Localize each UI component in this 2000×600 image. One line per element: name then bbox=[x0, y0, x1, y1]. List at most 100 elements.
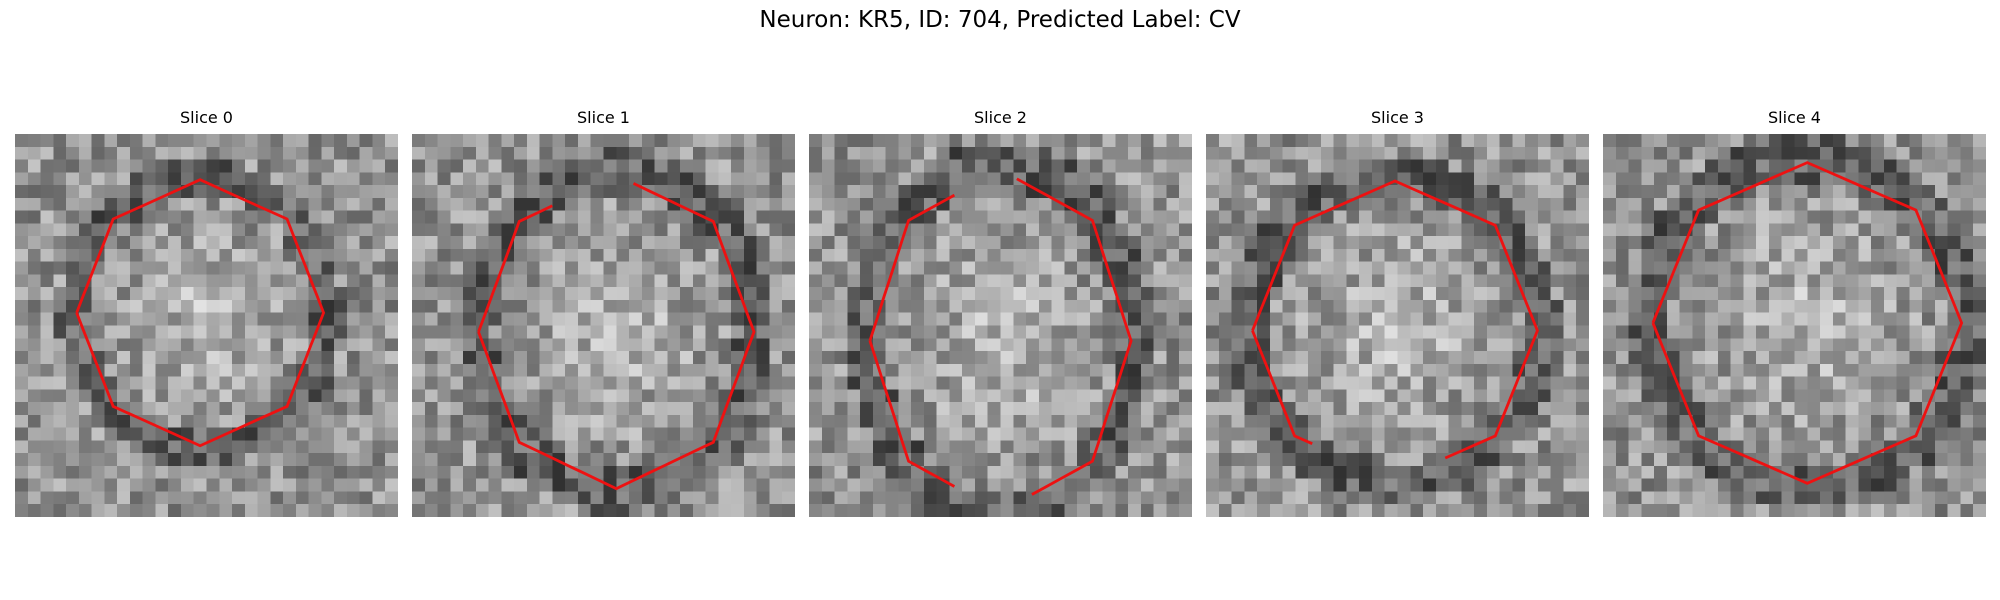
pixel bbox=[1486, 504, 1500, 517]
pixel bbox=[526, 427, 540, 441]
pixel bbox=[1308, 248, 1322, 262]
pixel bbox=[885, 172, 899, 186]
pixel bbox=[359, 223, 373, 237]
pixel bbox=[1922, 312, 1936, 326]
pixel bbox=[1140, 453, 1154, 467]
pixel bbox=[936, 261, 950, 275]
pixel bbox=[1756, 402, 1770, 416]
slice-image-3 bbox=[1206, 134, 1589, 517]
pixel bbox=[1832, 363, 1846, 377]
pixel bbox=[590, 134, 604, 148]
pixel bbox=[514, 376, 528, 390]
pixel bbox=[769, 491, 783, 505]
pixel bbox=[359, 236, 373, 250]
pixel bbox=[168, 504, 182, 517]
pixel bbox=[667, 185, 681, 199]
pixel bbox=[680, 427, 694, 441]
pixel bbox=[1448, 427, 1462, 441]
pixel bbox=[1615, 465, 1629, 479]
pixel bbox=[1909, 236, 1923, 250]
pixel bbox=[1512, 185, 1526, 199]
pixel bbox=[1435, 363, 1449, 377]
pixel bbox=[1346, 248, 1360, 262]
pixel bbox=[962, 504, 976, 517]
pixel bbox=[1448, 478, 1462, 492]
pixel bbox=[539, 274, 553, 288]
pixel bbox=[270, 248, 284, 262]
pixel bbox=[1781, 172, 1795, 186]
pixel bbox=[244, 223, 258, 237]
pixel bbox=[936, 312, 950, 326]
pixel bbox=[15, 465, 29, 479]
pixel bbox=[1218, 478, 1232, 492]
pixel bbox=[1153, 338, 1167, 352]
pixel bbox=[1807, 261, 1821, 275]
pixel bbox=[1179, 146, 1192, 160]
pixel bbox=[1397, 210, 1411, 224]
pixel bbox=[1756, 287, 1770, 301]
pixel bbox=[1666, 389, 1680, 403]
pixel bbox=[1896, 478, 1910, 492]
pixel bbox=[1832, 287, 1846, 301]
pixel bbox=[27, 274, 41, 288]
pixel bbox=[860, 134, 874, 148]
pixel bbox=[1537, 491, 1551, 505]
pixel bbox=[334, 465, 348, 479]
pixel bbox=[974, 210, 988, 224]
pixel bbox=[346, 440, 360, 454]
pixel bbox=[1435, 146, 1449, 160]
pixel bbox=[1115, 185, 1129, 199]
pixel bbox=[603, 376, 617, 390]
pixel bbox=[1051, 134, 1065, 148]
pixel bbox=[1768, 427, 1782, 441]
pixel bbox=[565, 210, 579, 224]
pixel bbox=[1730, 197, 1744, 211]
pixel bbox=[885, 453, 899, 467]
pixel bbox=[91, 312, 105, 326]
pixel bbox=[962, 172, 976, 186]
pixel bbox=[1896, 427, 1910, 441]
pixel bbox=[1679, 376, 1693, 390]
pixel bbox=[731, 491, 745, 505]
pixel bbox=[949, 453, 963, 467]
pixel bbox=[847, 248, 861, 262]
pixel bbox=[743, 491, 757, 505]
pixel bbox=[1397, 465, 1411, 479]
pixel bbox=[769, 159, 783, 173]
pixel bbox=[219, 402, 233, 416]
pixel bbox=[1641, 299, 1655, 313]
pixel bbox=[1346, 210, 1360, 224]
pixel bbox=[1461, 312, 1475, 326]
pixel bbox=[1166, 325, 1180, 339]
pixel bbox=[1218, 427, 1232, 441]
pixel bbox=[1499, 134, 1513, 148]
pixel bbox=[654, 325, 668, 339]
pixel bbox=[346, 351, 360, 365]
pixel bbox=[1934, 402, 1948, 416]
pixel bbox=[1384, 236, 1398, 250]
pixel bbox=[885, 363, 899, 377]
pixel bbox=[283, 414, 297, 428]
pixel bbox=[834, 453, 848, 467]
pixel bbox=[641, 223, 655, 237]
pixel bbox=[1231, 338, 1245, 352]
pixel bbox=[1705, 363, 1719, 377]
pixel bbox=[1743, 389, 1757, 403]
pixel bbox=[463, 491, 477, 505]
pixel bbox=[1371, 338, 1385, 352]
pixel bbox=[565, 389, 579, 403]
pixel bbox=[731, 504, 745, 517]
pixel bbox=[232, 236, 246, 250]
pixel bbox=[1756, 159, 1770, 173]
pixel bbox=[283, 465, 297, 479]
pixel bbox=[1743, 338, 1757, 352]
pixel bbox=[283, 453, 297, 467]
pixel bbox=[718, 338, 732, 352]
pixel bbox=[809, 376, 823, 390]
pixel bbox=[168, 159, 182, 173]
pixel bbox=[577, 402, 591, 416]
pixel bbox=[1051, 325, 1065, 339]
pixel bbox=[641, 363, 655, 377]
pixel bbox=[1448, 287, 1462, 301]
pixel bbox=[1359, 427, 1373, 441]
